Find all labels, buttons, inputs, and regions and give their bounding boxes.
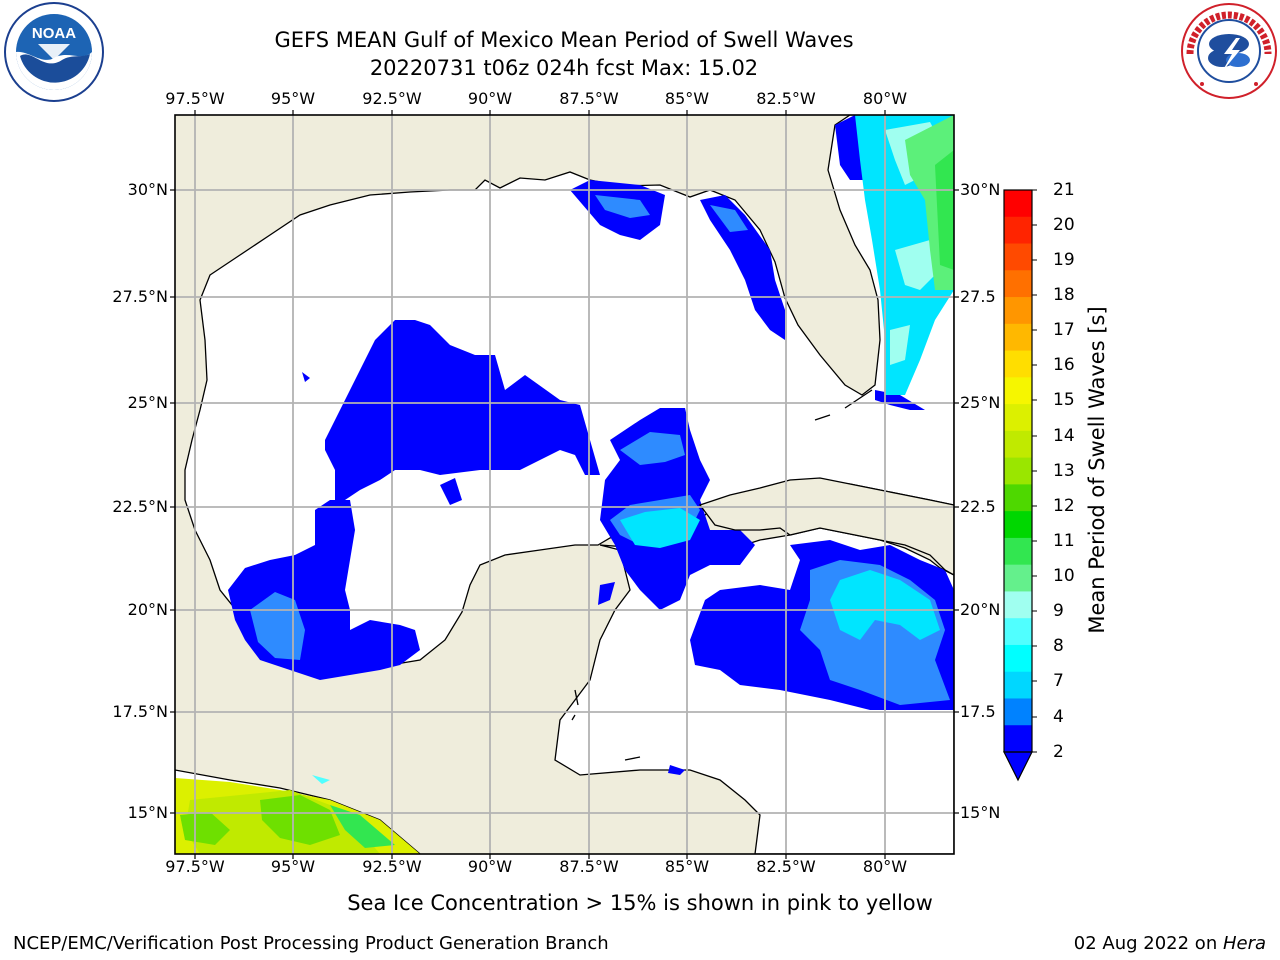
- lon-label-bottom: 82.5°W: [756, 857, 816, 876]
- colorbar-tick-label: 13: [1053, 461, 1075, 481]
- chart-title: GEFS MEAN Gulf of Mexico Mean Period of …: [274, 28, 854, 52]
- colorbar-tick-label: 2: [1053, 742, 1064, 762]
- lon-label-bottom: 90°W: [467, 857, 513, 876]
- lat-label-right: 25°N: [960, 393, 1001, 412]
- colorbar-extension: [1003, 751, 1033, 782]
- noaa-logo: NOAA: [4, 2, 104, 102]
- colorbar-swatch: [1004, 671, 1032, 699]
- colorbar-swatch: [1004, 377, 1032, 405]
- colorbar-tick-label: 20: [1053, 215, 1075, 235]
- lon-label-top: 80°W: [862, 89, 908, 108]
- colorbar-swatch: [1004, 404, 1032, 432]
- colorbar-tick-label: 7: [1053, 671, 1064, 691]
- colorbar-swatch: [1004, 323, 1032, 352]
- colorbar-swatch: [1004, 243, 1032, 271]
- colorbar-tick-label: 16: [1053, 355, 1075, 375]
- map-frame: [174, 114, 955, 855]
- colorbar-swatch: [1004, 216, 1032, 245]
- lon-label-bottom: 92.5°W: [362, 857, 422, 876]
- lat-label-left: 25°N: [127, 393, 168, 412]
- lon-label-top: 90°W: [467, 89, 513, 108]
- colorbar-swatch: [1004, 350, 1032, 378]
- lat-label-right: 17.5: [960, 702, 996, 721]
- lon-label-bottom: 97.5°W: [165, 857, 225, 876]
- footer-date-text: 02 Aug 2022 on: [1073, 933, 1223, 954]
- sea-ice-note: Sea Ice Concentration > 15% is shown in …: [347, 891, 933, 915]
- lat-label-left: 17.5°N: [112, 702, 168, 721]
- lon-label-top: 97.5°W: [165, 89, 225, 108]
- tick-marks: [170, 110, 959, 859]
- colorbar-tick-label: 19: [1053, 250, 1075, 270]
- colorbar: [1003, 189, 1037, 782]
- lat-label-left: 15°N: [127, 803, 168, 822]
- swell-period-green: [905, 115, 954, 290]
- graticule: [175, 115, 954, 854]
- colorbar-tick-label: 12: [1053, 496, 1075, 516]
- lat-label-right: 22.5: [960, 497, 996, 516]
- lon-label-top: 95°W: [270, 89, 316, 108]
- lat-label-left: 20°N: [127, 600, 168, 619]
- lon-label-top: 82.5°W: [756, 89, 816, 108]
- footer-credit: NCEP/EMC/Verification Post Processing Pr…: [13, 933, 609, 954]
- colorbar-tick-label: 14: [1053, 426, 1075, 446]
- colorbar-tick-label: 9: [1053, 601, 1064, 621]
- lat-label-left: 30°N: [127, 180, 168, 199]
- colorbar-swatch: [1004, 457, 1032, 485]
- colorbar-swatch: [1004, 564, 1032, 592]
- colorbar-tick-label: 21: [1053, 180, 1075, 200]
- colorbar-tick-label: 15: [1053, 390, 1075, 410]
- swell-period-pacific: [175, 775, 420, 854]
- lat-label-left: 27.5°N: [112, 287, 168, 306]
- lat-label-right: 27.5: [960, 287, 996, 306]
- svg-text:NOAA: NOAA: [32, 25, 76, 42]
- footer-date: 02 Aug 2022 on Hera: [1074, 933, 1266, 954]
- lon-label-top: 85°W: [664, 89, 710, 108]
- colorbar-tick-label: 18: [1053, 285, 1075, 305]
- lat-label-left: 22.5°N: [112, 497, 168, 516]
- colorbar-swatch: [1004, 537, 1032, 566]
- lon-label-top: 87.5°W: [559, 89, 619, 108]
- footer-machine: Hera: [1222, 933, 1266, 954]
- yucatan-coast: [571, 689, 641, 761]
- colorbar-tick-label: 17: [1053, 320, 1075, 340]
- lon-label-top: 92.5°W: [362, 89, 422, 108]
- colorbar-swatch: [1004, 591, 1032, 619]
- lat-label-right: 30°N: [960, 180, 1001, 199]
- lon-label-bottom: 85°W: [664, 857, 710, 876]
- colorbar-swatch: [1004, 430, 1032, 459]
- lon-label-bottom: 95°W: [270, 857, 316, 876]
- colorbar-title: Mean Period of Swell Waves [s]: [1085, 306, 1109, 634]
- colorbar-tick-label: 10: [1053, 566, 1075, 586]
- lat-label-right: 15°N: [960, 803, 1001, 822]
- colorbar-tick-label: 4: [1053, 707, 1064, 727]
- colorbar-tick-label: 8: [1053, 636, 1064, 656]
- colorbar-tick-label: 11: [1053, 531, 1075, 551]
- lon-label-bottom: 87.5°W: [559, 857, 619, 876]
- florida-keys: [814, 389, 873, 421]
- nws-logo: [1181, 3, 1277, 99]
- colorbar-swatch: [1004, 511, 1032, 539]
- cuba-land: [698, 477, 954, 576]
- colorbar-swatch: [1004, 297, 1032, 325]
- colorbar-swatch: [1004, 618, 1032, 646]
- colorbar-swatch: [1004, 270, 1032, 298]
- colorbar-swatch: [1004, 484, 1032, 512]
- colorbar-swatch: [1004, 644, 1032, 673]
- lat-label-right: 20°N: [960, 600, 1001, 619]
- colorbar-swatch: [1004, 698, 1032, 726]
- chart-subtitle: 20220731 t06z 024h fcst Max: 15.02: [369, 56, 759, 80]
- colorbar-swatch: [1004, 190, 1032, 218]
- lon-label-bottom: 80°W: [862, 857, 908, 876]
- colorbar-swatch: [1004, 725, 1032, 753]
